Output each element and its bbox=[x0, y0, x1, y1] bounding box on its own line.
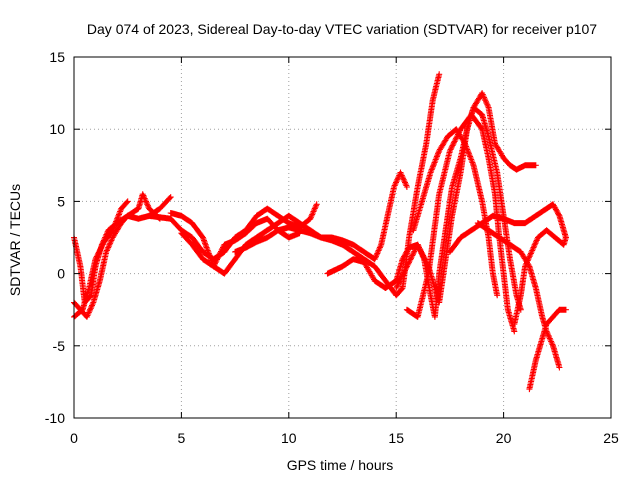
chart-title: Day 074 of 2023, Sidereal Day-to-day VTE… bbox=[87, 21, 597, 37]
data-series-track-14 bbox=[511, 227, 569, 328]
y-tick-label: 10 bbox=[49, 121, 65, 137]
plot-frame bbox=[73, 56, 612, 419]
x-tick-label: 5 bbox=[178, 430, 186, 446]
data-points-track-15 bbox=[526, 306, 569, 393]
tick-layer: 0 5 10 15 20 25 -10 -5 0 5 10 15 bbox=[45, 49, 619, 446]
y-tick-label: 0 bbox=[57, 266, 65, 282]
data-points-track-12 bbox=[446, 201, 569, 255]
x-tick-label: 10 bbox=[281, 430, 297, 446]
y-tick-label: -5 bbox=[53, 338, 66, 354]
data-layer bbox=[71, 71, 569, 393]
data-points-track-6 bbox=[178, 215, 303, 270]
x-tick-label: 0 bbox=[70, 430, 78, 446]
data-series-track-6 bbox=[178, 215, 303, 270]
data-points-track-10 bbox=[403, 111, 518, 335]
y-axis-label: SDTVAR / TECUs bbox=[7, 184, 23, 296]
x-axis-label: GPS time / hours bbox=[287, 457, 394, 473]
data-points-track-14 bbox=[511, 227, 569, 328]
y-tick-label: -10 bbox=[45, 410, 65, 426]
y-tick-label: 15 bbox=[49, 49, 65, 65]
data-points-track-7 bbox=[232, 169, 410, 263]
x-tick-label: 25 bbox=[603, 430, 619, 446]
y-tick-label: 5 bbox=[57, 193, 65, 209]
x-tick-label: 15 bbox=[388, 430, 404, 446]
data-series-track-12 bbox=[446, 201, 569, 255]
data-series-track-15 bbox=[526, 306, 569, 393]
x-tick-label: 20 bbox=[496, 430, 512, 446]
data-series-track-7 bbox=[232, 169, 410, 263]
data-series-track-10 bbox=[403, 111, 518, 335]
